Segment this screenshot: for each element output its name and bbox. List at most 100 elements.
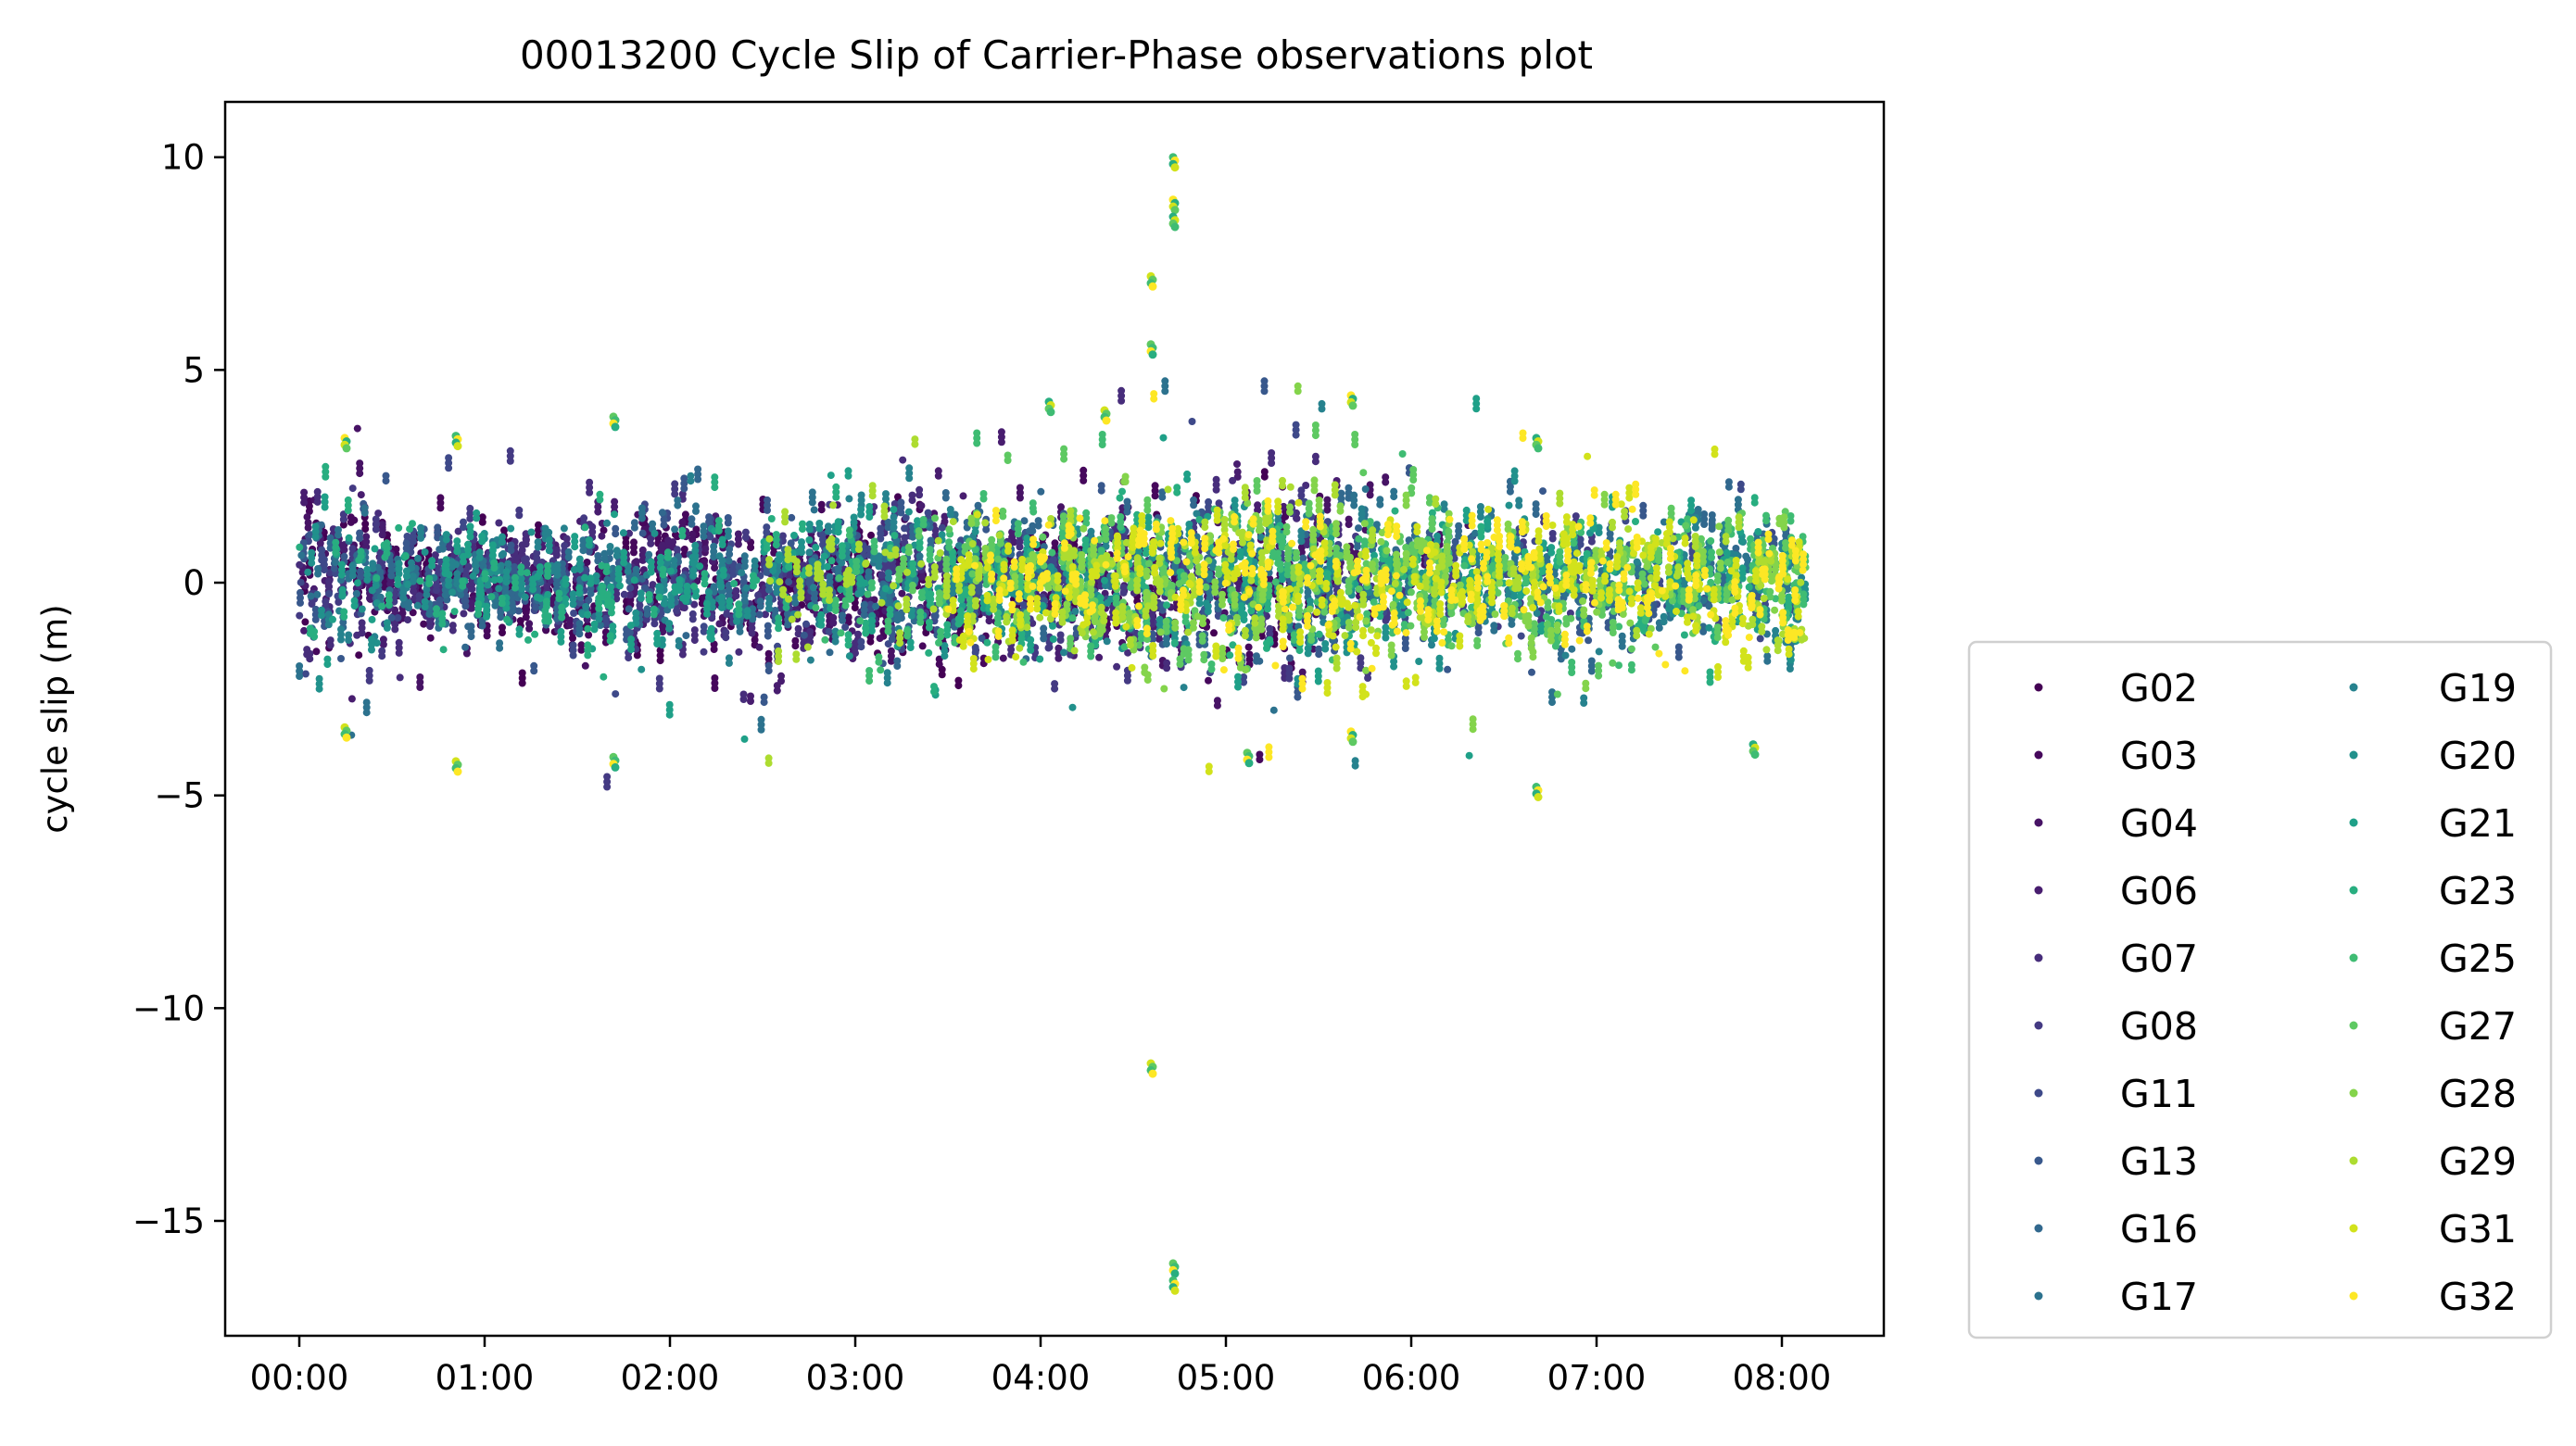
data-point — [535, 531, 542, 539]
data-point — [649, 520, 657, 528]
data-point — [1311, 452, 1320, 460]
data-point — [1345, 484, 1353, 492]
data-point — [1103, 637, 1111, 646]
data-point — [1724, 478, 1733, 486]
data-point — [715, 620, 724, 628]
data-point — [1268, 449, 1276, 457]
data-point — [1444, 665, 1452, 673]
data-point — [755, 610, 764, 619]
data-point — [586, 478, 594, 486]
data-point — [905, 464, 914, 472]
data-point — [335, 526, 342, 534]
data-point — [1260, 377, 1269, 385]
data-point — [611, 497, 619, 506]
data-point — [1297, 486, 1306, 495]
data-point — [854, 630, 862, 638]
data-point — [313, 590, 322, 598]
data-point — [899, 456, 907, 464]
data-point — [865, 568, 873, 576]
data-point — [312, 648, 321, 656]
data-point — [581, 661, 589, 670]
data-point — [1517, 632, 1525, 640]
data-point — [1708, 520, 1716, 528]
data-point — [682, 632, 690, 640]
data-point — [808, 488, 816, 497]
data-point — [724, 514, 732, 522]
data-point — [747, 692, 754, 700]
data-point — [1029, 522, 1037, 530]
data-point — [959, 492, 967, 500]
data-point — [325, 590, 333, 597]
data-point — [946, 506, 954, 513]
chart-title: 00013200 Cycle Slip of Carrier-Phase obs… — [520, 32, 1593, 78]
data-point — [785, 578, 793, 586]
data-point — [700, 648, 708, 656]
data-point — [1051, 680, 1059, 688]
data-point — [297, 578, 305, 586]
data-point — [297, 588, 304, 597]
data-point — [415, 592, 423, 600]
data-point — [570, 610, 578, 617]
data-point — [296, 560, 304, 569]
data-point — [974, 501, 982, 509]
data-point — [839, 611, 847, 620]
data-point — [638, 529, 647, 537]
data-point — [1351, 757, 1359, 765]
data-point — [724, 527, 732, 535]
data-point — [1355, 524, 1362, 533]
data-point — [518, 679, 526, 687]
data-point — [917, 502, 926, 509]
data-point — [612, 547, 621, 555]
data-point — [307, 592, 315, 600]
data-point — [1736, 480, 1745, 488]
data-point — [365, 666, 373, 674]
data-point — [516, 617, 524, 625]
data-point — [515, 506, 524, 514]
data-point — [630, 519, 638, 527]
data-point — [426, 634, 435, 642]
data-point — [954, 682, 963, 690]
data-point — [999, 654, 1007, 662]
data-point — [1180, 684, 1188, 692]
data-point — [347, 513, 355, 522]
data-point — [810, 506, 818, 514]
data-point — [893, 657, 902, 665]
data-point — [464, 622, 473, 631]
data-point — [645, 550, 653, 559]
data-point — [296, 611, 304, 620]
data-point — [918, 642, 927, 650]
data-point — [530, 661, 538, 670]
data-point — [402, 539, 410, 547]
data-point — [680, 546, 688, 553]
data-point — [1257, 632, 1266, 640]
data-point — [741, 528, 750, 536]
data-point — [575, 620, 584, 628]
data-point — [884, 569, 892, 577]
data-point — [1151, 482, 1159, 490]
data-point — [499, 629, 506, 636]
data-point — [938, 523, 946, 532]
data-point — [938, 671, 946, 679]
data-point — [735, 648, 743, 656]
data-point — [764, 649, 773, 658]
data-point — [348, 545, 357, 553]
data-point — [1051, 539, 1059, 547]
data-point — [1113, 662, 1121, 671]
data-point — [414, 554, 422, 562]
data-point — [1357, 654, 1365, 662]
data-point — [877, 524, 885, 533]
data-point — [1568, 645, 1576, 653]
data-point — [678, 518, 687, 526]
data-point — [1118, 386, 1126, 395]
data-point — [934, 467, 942, 475]
data-point — [688, 530, 697, 538]
data-point — [1057, 503, 1065, 511]
data-point — [620, 590, 628, 598]
data-point — [734, 530, 742, 538]
data-point — [763, 523, 771, 532]
data-point — [1212, 475, 1220, 484]
data-point — [1572, 512, 1580, 521]
data-point — [800, 631, 808, 639]
data-point — [1056, 631, 1065, 639]
data-point — [448, 622, 457, 630]
